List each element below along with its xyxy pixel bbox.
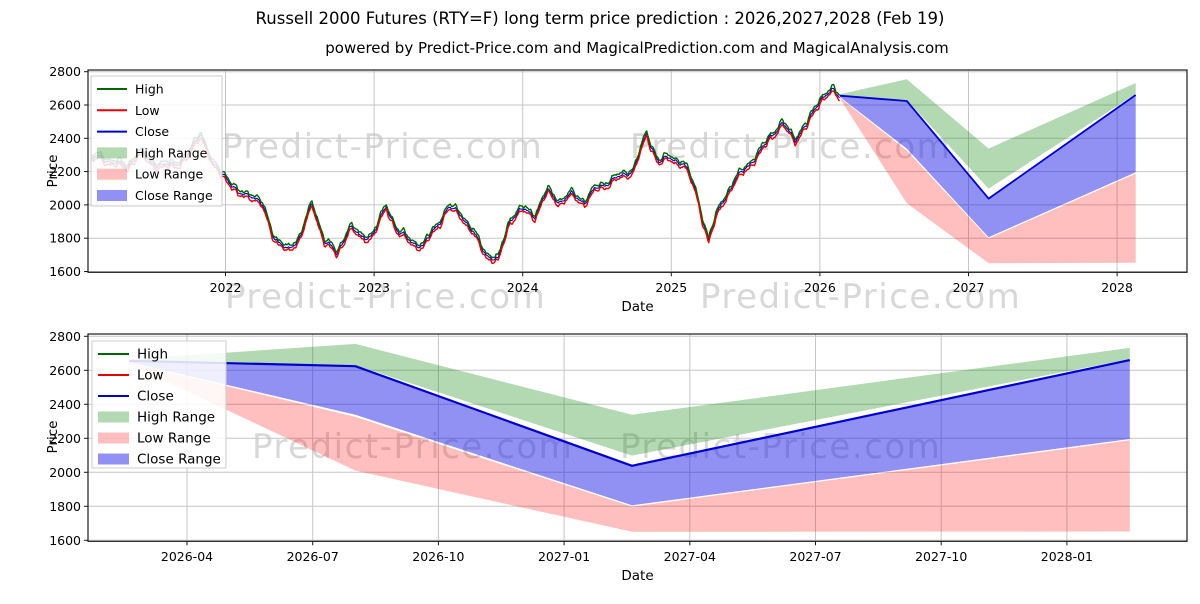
legend-item-low: Low [97,103,160,118]
legend-patch-swatch [97,168,127,180]
x-tick-label: 2026 [804,280,836,295]
watermark-text: Predict-Price.com [700,277,1021,317]
plot-frame [87,333,1188,542]
legend-item-close: Close [97,124,169,139]
y-tick-label: 2800 [49,329,81,344]
x-tick-label: 2026-10 [412,549,464,564]
legend-item-close-range: Close Range [97,188,213,203]
watermark-text: Predict-Price.com [252,427,573,467]
x-tick-label: 2027-01 [538,549,590,564]
y-tick-label: 1600 [49,264,81,279]
close-range-band [840,95,1136,238]
prediction-layer [129,343,1131,532]
close-prediction-line [839,94,1137,200]
legend-item-low-range: Low Range [98,431,211,447]
y-tick-label: 2000 [49,197,81,212]
legend-item-label: Close Range [137,452,221,468]
y-tick-label: 2800 [49,64,81,79]
y-tick-label: 2600 [49,98,81,113]
legend-item-label: Low [137,368,164,384]
legend-item-label: High Range [135,145,208,160]
y-tick-label: 2400 [49,131,81,146]
date-axis-label: Date [621,299,653,315]
legend-item-high-range: High Range [98,410,215,426]
legend-item-label: Low [135,103,160,118]
y-tick-label: 1800 [49,499,81,514]
high-range-band [840,79,1136,189]
axes-frame-labels: 1600 1800 2000 2200 2400 2600 2800 2026-04 2026-… [45,329,1188,584]
x-tick-label: 2027 [953,280,985,295]
y-tick-label: 2200 [49,431,81,446]
axes-frame-labels: 1600 1800 2000 2200 2400 2600 2800 2022 2023 2024… [45,64,1188,315]
chart-subtitle: powered by Predict-Price.com and Magical… [325,39,949,57]
legend-box [90,75,223,207]
y-tick-label: 1600 [49,533,81,548]
legend-patch-swatch [97,147,127,159]
x-tick-label: 2022 [210,280,242,295]
date-axis-label: Date [621,568,653,584]
legend-item-label: High Range [137,410,215,426]
prediction-layer [839,79,1137,264]
x-tick-label: 2024 [507,280,539,295]
low-range-band [129,362,1130,532]
x-tick-label: 2027-04 [664,549,716,564]
x-tick-label: 2023 [358,280,390,295]
legend-item-label: Low Range [135,167,204,182]
watermark-layer: Predict-Price.com Predict-Price.com Predic… [222,127,1021,467]
plot-frame [87,69,1188,273]
legend-item-label: High [135,82,164,97]
y-tick-label: 2000 [49,465,81,480]
legend-item-label: High [137,347,168,363]
legend: High Low Close High Range Low Range Close Ran… [91,340,227,469]
close-prediction-line [129,359,1131,467]
x-tick-label: 2025 [655,280,687,295]
y-tick-label: 2400 [49,397,81,412]
high-range-band [129,343,1130,456]
legend-item-close: Close [98,389,174,405]
price-axis-label: Price [45,155,61,188]
legend-item-high: High [98,347,168,363]
legend-item-low: Low [98,368,164,384]
y-tick-label: 1800 [49,231,81,246]
legend-box [91,340,227,469]
legend-patch-swatch [98,411,129,423]
x-tick-label: 2028-01 [1041,549,1093,564]
watermark-text: Predict-Price.com [225,277,546,317]
close-range-band [129,360,1130,506]
legend-item-label: Close Range [135,188,213,203]
legend-item-high: High [97,82,164,97]
axes [88,334,1187,542]
x-tick-label: 2028 [1101,280,1133,295]
chart-title: Russell 2000 Futures (RTY=F) long term p… [255,9,945,28]
legend-item-close-range: Close Range [98,452,221,468]
legend-item-low-range: Low Range [97,167,204,182]
legend-patch-swatch [98,453,129,465]
legend-patch-swatch [98,432,129,444]
axes [88,70,1187,273]
y-tick-label: 2200 [49,164,81,179]
low-range-band [840,97,1136,264]
x-tick-label: 2027-07 [789,549,841,564]
legend-item-high-range: High Range [97,145,208,160]
x-tick-label: 2026-04 [161,549,213,564]
legend-patch-swatch [97,190,127,201]
legend: High Low Close High Range Low Range Close Ran… [90,75,223,207]
watermark-text: Predict-Price.com [222,127,543,167]
legend-item-label: Low Range [137,431,211,447]
legend-item-label: Close [137,389,174,405]
price-axis-label: Price [45,421,61,454]
y-tick-label: 2600 [49,363,81,378]
x-tick-label: 2027-10 [915,549,967,564]
x-tick-label: 2026-07 [287,549,339,564]
legend-item-label: Close [135,124,169,139]
